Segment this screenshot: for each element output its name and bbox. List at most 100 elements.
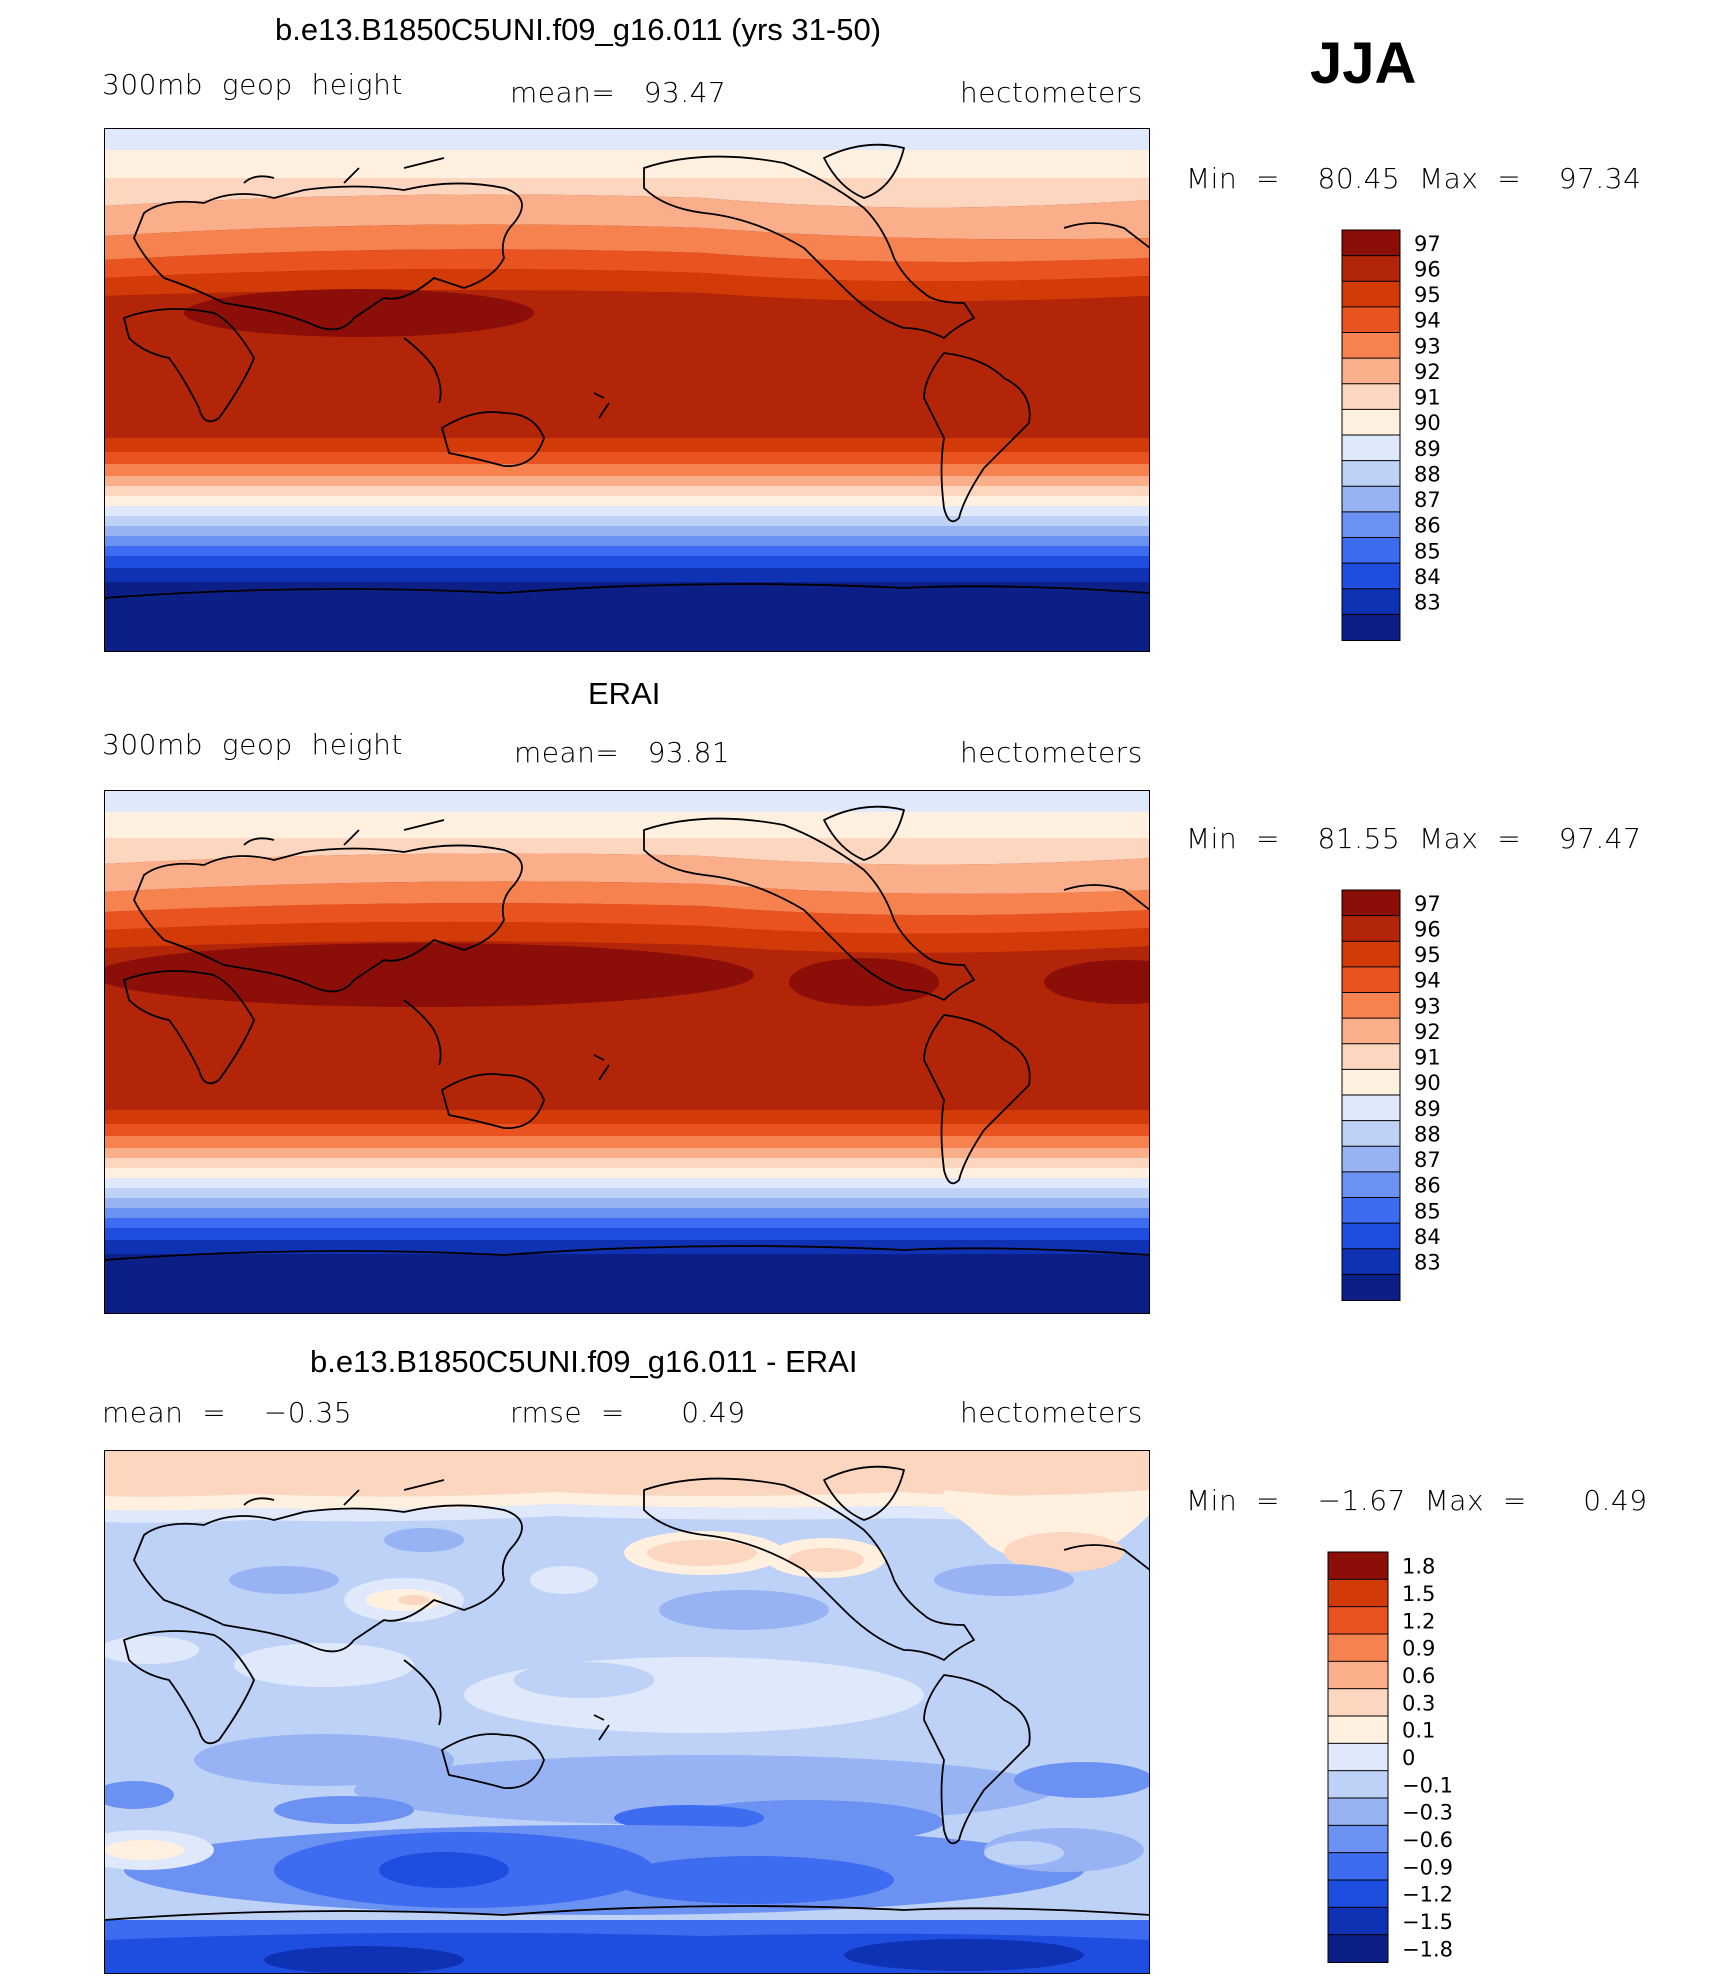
colorbar-swatch <box>1327 1797 1389 1827</box>
colorbar-swatch <box>1341 1120 1401 1148</box>
colorbar-swatch <box>1327 1742 1389 1772</box>
panel-1-stats: Min = 80.45 Max = 97.34 <box>1186 162 1642 195</box>
colorbar-tick-label: 88 <box>1414 462 1441 486</box>
panel-3-stats: Min = −1.67 Max = 0.49 <box>1186 1484 1648 1517</box>
colorbar-tick-label: 89 <box>1414 1097 1441 1121</box>
panel-2-title: ERAI <box>588 676 661 711</box>
colorbar-swatch <box>1341 460 1401 488</box>
colorbar-tick-label: −0.1 <box>1402 1773 1453 1797</box>
colorbar-tick-label: 88 <box>1414 1122 1441 1146</box>
panel-1-contour-fill <box>104 128 1150 652</box>
colorbar-tick-label: −1.8 <box>1402 1937 1453 1961</box>
colorbar-swatch <box>1341 613 1401 642</box>
colorbar-swatch <box>1341 992 1401 1020</box>
colorbar-tick-label: 90 <box>1414 411 1441 435</box>
panel-2-right-label: hectometers <box>960 736 1143 769</box>
colorbar-tick-label: 94 <box>1414 309 1441 333</box>
panel-1-left-label: 300mb geop height <box>102 68 403 101</box>
panel-3-right-label: hectometers <box>960 1396 1143 1429</box>
panel-1-map <box>104 128 1150 652</box>
panel-2-center-label: mean= 93.81 <box>514 736 731 769</box>
colorbar-tick-label: 90 <box>1414 1071 1441 1095</box>
colorbar-swatch <box>1327 1606 1389 1635</box>
colorbar-tick-label: 86 <box>1414 514 1441 538</box>
colorbar-swatch <box>1341 1248 1401 1276</box>
panel-2-left-label: 300mb geop height <box>102 728 403 761</box>
colorbar-swatch <box>1341 1094 1401 1122</box>
colorbar-swatch <box>1341 1068 1401 1097</box>
colorbar-tick-label: 97 <box>1414 892 1441 916</box>
colorbar-swatch <box>1341 1145 1401 1173</box>
colorbar-tick-label: 1.8 <box>1402 1555 1435 1579</box>
colorbar-swatch <box>1341 1197 1401 1225</box>
panel-3-frame <box>104 1450 1150 1974</box>
colorbar-swatch <box>1341 889 1401 917</box>
colorbar-swatch <box>1341 537 1401 565</box>
colorbar-tick-label: 0.1 <box>1402 1719 1435 1743</box>
colorbar-tick-label: −0.3 <box>1402 1801 1453 1825</box>
colorbar-swatch <box>1327 1824 1389 1854</box>
colorbar-tick-label: 85 <box>1414 539 1441 563</box>
colorbar-swatch <box>1341 1171 1401 1199</box>
colorbar-tick-label: 95 <box>1414 943 1441 967</box>
colorbar-tick-label: 1.5 <box>1402 1582 1435 1606</box>
colorbar-swatch <box>1327 1688 1389 1717</box>
colorbar-tick-label: 87 <box>1414 1148 1441 1172</box>
colorbar-swatch <box>1327 1633 1389 1663</box>
colorbar-swatch <box>1327 1551 1389 1581</box>
colorbar-swatch <box>1341 940 1401 968</box>
colorbar-tick-label: −0.9 <box>1402 1855 1453 1879</box>
colorbar-tick-label: 1.2 <box>1402 1609 1435 1633</box>
panel-2-contour-fill <box>104 790 1150 1314</box>
colorbar-tick-label: 95 <box>1414 283 1441 307</box>
colorbar-swatch <box>1327 1715 1389 1745</box>
panel-1-coastlines <box>104 143 1150 599</box>
panel-1-frame <box>104 128 1150 652</box>
colorbar-swatch <box>1341 915 1401 943</box>
colorbar-swatch <box>1341 1017 1401 1045</box>
colorbar-tick-label: 91 <box>1414 1046 1441 1070</box>
colorbar-tick-label: 92 <box>1414 360 1441 384</box>
colorbar-swatch <box>1341 383 1401 411</box>
colorbar-swatch <box>1341 485 1401 513</box>
colorbar-swatch <box>1341 434 1401 462</box>
colorbar-tick-label: 0.6 <box>1402 1664 1435 1688</box>
season-label: JJA <box>1310 31 1417 96</box>
colorbar-tick-label: 84 <box>1414 1225 1441 1249</box>
colorbar-swatch <box>1327 1852 1389 1882</box>
colorbar-tick-label: 0.3 <box>1402 1691 1435 1715</box>
colorbar-swatch <box>1341 229 1401 257</box>
colorbar-swatch <box>1327 1879 1389 1909</box>
colorbar-tick-label: 94 <box>1414 969 1441 993</box>
colorbar-swatch <box>1341 332 1401 360</box>
colorbar-swatch <box>1341 306 1401 334</box>
panel-1-center-label: mean= 93.47 <box>510 76 727 109</box>
colorbar-tick-label: −1.2 <box>1402 1883 1453 1907</box>
colorbar-swatch <box>1341 562 1401 590</box>
colorbar-tick-label: 93 <box>1414 334 1441 358</box>
panel-3-colorbar: 1.8 1.5 1.2 0.9 0.6 0.3 0.1 0 −0.1 −0.3 −0.6 −0.9 −1… <box>1327 1551 1453 1964</box>
colorbar-swatch <box>1341 588 1401 616</box>
colorbar-tick-label: 83 <box>1414 1251 1441 1275</box>
colorbar-tick-label: 96 <box>1414 917 1441 941</box>
colorbar-tick-label: 85 <box>1414 1199 1441 1223</box>
colorbar-tick-label: 83 <box>1414 591 1441 615</box>
colorbar-swatch <box>1341 1222 1401 1250</box>
panel-1-title: b.e13.B1850C5UNI.f09_g16.011 (yrs 31-50) <box>275 12 882 47</box>
panel-3-left-label: mean = −0.35 <box>102 1396 353 1429</box>
panel-1-right-label: hectometers <box>960 76 1143 109</box>
panel-3-center-label: rmse = 0.49 <box>510 1396 746 1429</box>
panel-2-stats: Min = 81.55 Max = 97.47 <box>1186 822 1642 855</box>
colorbar-swatch <box>1341 408 1401 437</box>
colorbar-tick-label: 86 <box>1414 1174 1441 1198</box>
colorbar-swatch <box>1327 1934 1389 1964</box>
colorbar-tick-label: 87 <box>1414 488 1441 512</box>
colorbar-swatch <box>1327 1660 1389 1690</box>
colorbar-swatch <box>1341 966 1401 994</box>
colorbar-swatch <box>1327 1906 1389 1936</box>
colorbar-tick-label: 89 <box>1414 437 1441 461</box>
colorbar-swatch <box>1341 1273 1401 1302</box>
panel-2-frame <box>104 790 1150 1314</box>
panel-2-map <box>104 790 1150 1314</box>
